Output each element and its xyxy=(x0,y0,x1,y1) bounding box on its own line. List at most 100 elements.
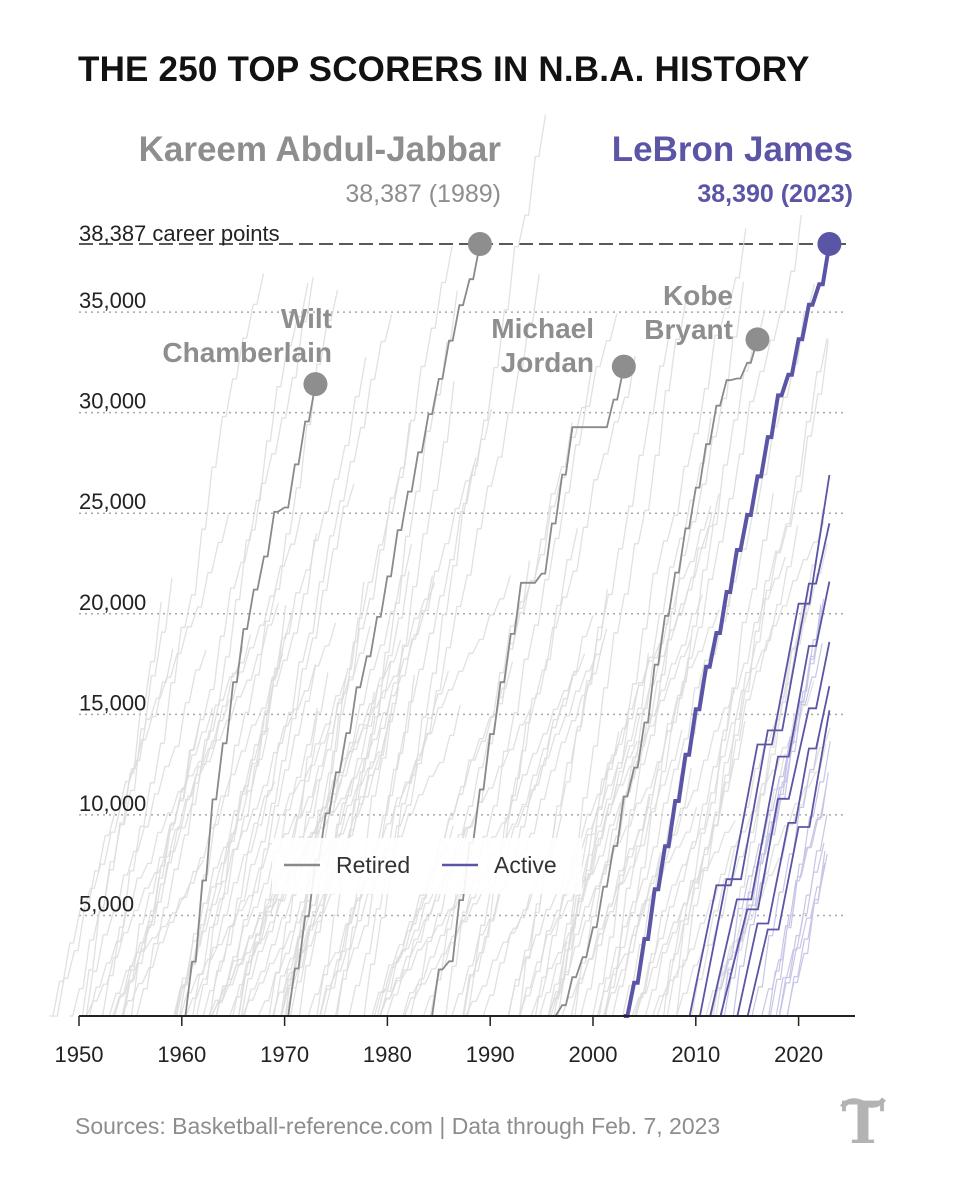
active-scorer-lines xyxy=(675,474,831,1017)
background-career-line xyxy=(313,290,458,1017)
background-active-line xyxy=(758,741,831,1017)
background-career-line xyxy=(278,575,433,1017)
y-tick-label: 35,000 xyxy=(79,288,146,313)
background-career-line xyxy=(531,298,687,1017)
y-tick-label: 30,000 xyxy=(79,389,146,414)
player-label: Jordan xyxy=(501,347,594,378)
background-career-line xyxy=(589,281,745,1017)
background-career-line xyxy=(206,314,393,1017)
active-career-line xyxy=(726,686,831,1017)
legend-active-label: Active xyxy=(494,852,557,878)
background-career-line xyxy=(118,652,284,1017)
background-career-line xyxy=(170,357,367,1017)
background-career-line xyxy=(226,625,371,1017)
background-career-line xyxy=(601,689,736,1017)
y-tick-label: 15,000 xyxy=(79,690,146,715)
background-career-line xyxy=(171,622,337,1017)
record-line-label: 38,387 career points xyxy=(79,221,280,246)
background-career-line xyxy=(460,355,636,1017)
active-career-line xyxy=(685,523,831,1017)
background-career-line xyxy=(333,273,540,1017)
background-career-line xyxy=(547,511,713,1017)
background-career-line xyxy=(558,729,683,1017)
y-tick-label: 10,000 xyxy=(79,791,146,816)
background-career-line xyxy=(571,581,675,1017)
background-career-line xyxy=(550,228,747,1017)
player-label: Chamberlain xyxy=(162,337,332,368)
background-career-line xyxy=(120,707,214,1017)
callout-kareem-stat: 38,387 (1989) xyxy=(345,180,501,208)
career-line-kobe-bryant xyxy=(551,339,759,1017)
endpoint-kobe-bryant xyxy=(745,327,770,352)
axes: 5,000 10,000 15,000 20,000 25,000 30,000 35,00… xyxy=(55,288,855,1067)
background-career-line xyxy=(545,653,649,1017)
x-tick-label: 1990 xyxy=(466,1042,515,1067)
x-tick-label: 2000 xyxy=(569,1042,618,1067)
legend-background xyxy=(272,838,582,894)
career-line-lebron-james xyxy=(623,243,832,1018)
background-career-line xyxy=(376,872,470,1017)
background-career-line xyxy=(212,663,317,1017)
background-career-line xyxy=(265,422,411,1017)
endpoint-wilt-chamberlain xyxy=(303,372,328,397)
background-career-line xyxy=(295,571,410,1017)
background-career-line xyxy=(504,589,608,1017)
background-career-line xyxy=(53,513,230,1017)
background-career-line xyxy=(628,520,825,1017)
active-career-line xyxy=(675,474,831,1017)
x-tick-label: 2010 xyxy=(671,1042,720,1067)
background-career-line xyxy=(85,634,252,1017)
player-label: Bryant xyxy=(644,314,733,345)
background-career-line xyxy=(316,408,493,1017)
endpoint-lebron-james xyxy=(817,231,842,256)
active-career-line xyxy=(706,641,831,1017)
background-career-line xyxy=(516,638,692,1017)
background-career-line xyxy=(464,528,579,1017)
player-label: Michael xyxy=(491,313,594,344)
background-career-line xyxy=(642,720,746,1017)
background-career-line xyxy=(281,581,365,1017)
background-career-line xyxy=(78,602,162,1017)
background-career-line xyxy=(82,649,207,1017)
callout-lebron-name: LeBron James xyxy=(612,130,853,169)
background-career-line xyxy=(399,653,586,1017)
background-career-line xyxy=(653,525,799,1017)
background-career-line xyxy=(544,609,720,1017)
callout-lebron-stat: 38,390 (2023) xyxy=(697,180,853,208)
background-career-line xyxy=(527,594,704,1017)
x-tick-label: 1960 xyxy=(157,1042,206,1067)
background-career-line xyxy=(172,533,318,1017)
background-active-line xyxy=(748,727,821,1017)
background-career-line xyxy=(99,273,265,1017)
background-career-line xyxy=(660,492,774,1017)
career-line-wilt-chamberlain xyxy=(181,383,317,1017)
chart-title: THE 250 TOP SCORERS IN N.B.A. HISTORY xyxy=(78,50,810,89)
callout-kareem-name: Kareem Abdul-Jabbar xyxy=(139,130,502,169)
background-career-line xyxy=(69,578,173,1017)
background-career-line xyxy=(673,337,828,1017)
nyt-logo-icon: T xyxy=(840,1093,886,1153)
background-career-line xyxy=(632,820,736,1017)
background-career-line xyxy=(376,422,573,1017)
x-tick-label: 1950 xyxy=(55,1042,104,1067)
background-career-line xyxy=(593,807,698,1017)
background-career-line xyxy=(600,309,766,1017)
background-active-line xyxy=(717,622,822,1017)
background-career-line xyxy=(554,493,720,1017)
x-tick-label: 1970 xyxy=(260,1042,309,1067)
background-active-line xyxy=(766,772,829,1017)
endpoint-michael-jordan xyxy=(611,354,636,379)
background-career-line xyxy=(189,611,293,1017)
background-career-line xyxy=(345,670,449,1017)
source-note: Sources: Basketball-reference.com | Data… xyxy=(75,1113,721,1139)
background-career-line xyxy=(49,648,174,1017)
background-career-line xyxy=(237,778,321,1017)
background-career-line xyxy=(673,543,828,1017)
background-career-line xyxy=(505,505,712,1017)
background-active-line xyxy=(775,853,828,1017)
background-active-line xyxy=(765,783,828,1017)
endpoint-kareem-abdul-jabbar xyxy=(467,232,492,256)
background-career-line xyxy=(595,215,802,1017)
